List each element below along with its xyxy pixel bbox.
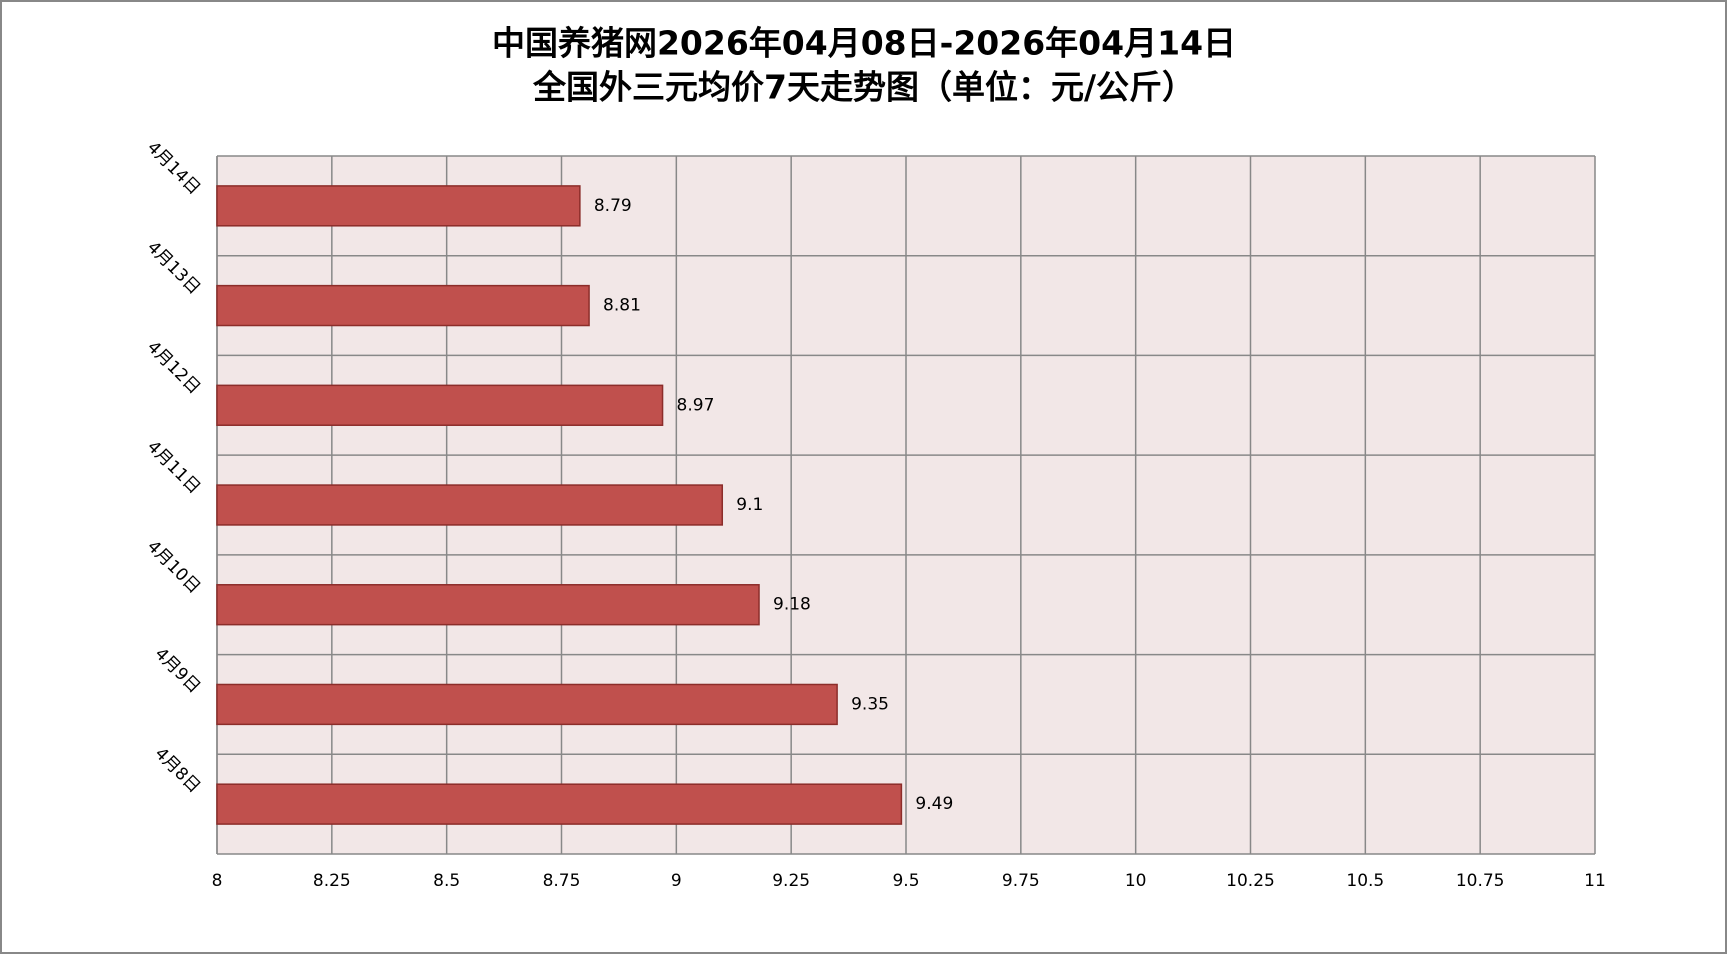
x-tick-label: 9.75 xyxy=(1002,871,1040,891)
data-label: 8.97 xyxy=(677,395,715,415)
x-tick-label: 8.5 xyxy=(433,871,460,891)
bar xyxy=(216,484,724,526)
bar xyxy=(216,584,760,626)
x-tick-label: 8 xyxy=(212,871,223,891)
bar xyxy=(216,284,590,327)
x-tick-label: 8.25 xyxy=(313,871,351,891)
bar xyxy=(216,783,903,825)
x-tick-label: 9.25 xyxy=(772,871,810,891)
x-tick-label: 10.25 xyxy=(1226,871,1275,891)
x-tick-label: 11 xyxy=(1584,871,1606,891)
data-label: 9.35 xyxy=(851,694,889,714)
x-tick-label: 10.75 xyxy=(1456,871,1505,891)
x-tick-label: 9 xyxy=(671,871,682,891)
data-label: 8.81 xyxy=(603,296,641,316)
bar xyxy=(216,683,838,726)
bar xyxy=(216,185,581,227)
data-label: 9.49 xyxy=(915,794,953,814)
x-tick-label: 8.75 xyxy=(543,871,581,891)
chart-title: 中国养猪网2026年04月08日-2026年04月14日 xyxy=(492,24,1236,63)
chart-subtitle: 全国外三元均价7天走势图（单位：元/公斤） xyxy=(532,68,1195,107)
x-tick-label: 10.5 xyxy=(1346,871,1384,891)
data-label: 9.1 xyxy=(736,495,763,515)
bar xyxy=(216,384,664,426)
data-label: 9.18 xyxy=(773,595,811,615)
x-tick-label: 9.5 xyxy=(892,871,919,891)
x-tick-label: 10 xyxy=(1125,871,1147,891)
data-label: 8.79 xyxy=(594,196,632,216)
